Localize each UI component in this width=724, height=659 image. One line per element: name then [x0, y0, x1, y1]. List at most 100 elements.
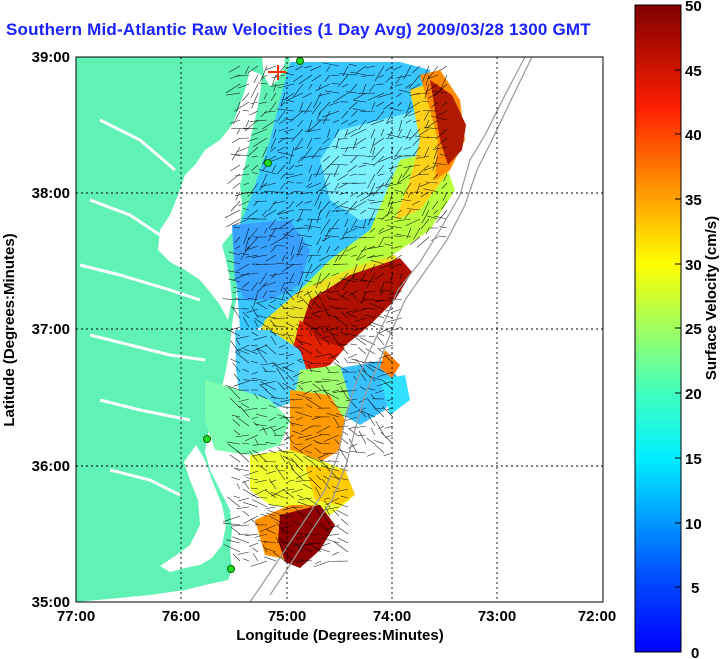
- velocity-arrow: [423, 110, 430, 121]
- velocity-arrow: [241, 402, 250, 409]
- velocity-arrow: [421, 100, 430, 103]
- velocity-arrow: [239, 252, 250, 256]
- velocity-arrow: [305, 398, 322, 409]
- velocity-arrow: [280, 398, 295, 403]
- velocity-arrow: [236, 101, 241, 112]
- velocity-arrow: [341, 227, 349, 240]
- velocity-arrow: [243, 470, 259, 477]
- velocity-arrow: [348, 428, 358, 436]
- velocity-arrow: [266, 506, 277, 509]
- velocity-arrow: [423, 164, 439, 171]
- velocity-arrow: [236, 146, 250, 153]
- velocity-arrow: [263, 370, 277, 373]
- velocity-arrow: [398, 89, 412, 94]
- velocity-arrow: [405, 218, 421, 227]
- velocity-arrow: [282, 233, 295, 238]
- velocity-arrow: [270, 146, 277, 152]
- velocity-arrow: [233, 286, 250, 292]
- velocity-arrow: [336, 425, 349, 428]
- velocity-arrow: [339, 191, 349, 195]
- velocity-arrow: [295, 543, 304, 553]
- velocity-arrow: [326, 245, 331, 254]
- velocity-arrow: [372, 137, 385, 147]
- velocity-arrow: [223, 522, 241, 526]
- velocity-arrow: [387, 398, 394, 402]
- velocity-arrow: [330, 254, 349, 256]
- velocity-arrow: [348, 155, 367, 157]
- velocity-arrow: [299, 295, 313, 310]
- velocity-arrow: [267, 510, 286, 517]
- velocity-arrow: [311, 313, 322, 319]
- velocity-arrow: [247, 182, 259, 198]
- velocity-arrow: [316, 425, 331, 434]
- velocity-arrow: [368, 335, 376, 338]
- velocity-arrow: [353, 92, 367, 101]
- velocity-arrow: [329, 298, 340, 301]
- velocity-arrow: [318, 92, 331, 97]
- velocity-arrow: [311, 146, 322, 159]
- velocity-arrow: [254, 317, 268, 328]
- velocity-arrow: [332, 509, 340, 517]
- velocity-arrow: [258, 394, 268, 400]
- velocity-arrow: [435, 128, 448, 140]
- velocity-arrow: [413, 119, 421, 123]
- velocity-arrow: [337, 293, 349, 301]
- velocity-arrow: [322, 173, 331, 189]
- velocity-arrow: [326, 412, 340, 418]
- velocity-arrow: [304, 279, 313, 283]
- velocity-arrow: [418, 128, 430, 136]
- velocity-arrow: [227, 496, 241, 508]
- velocity-arrow: [320, 218, 331, 234]
- velocity-arrow: [334, 245, 340, 252]
- velocity-arrow: [245, 119, 250, 128]
- velocity-arrow: [322, 452, 340, 455]
- velocity-arrow: [425, 83, 439, 93]
- velocity-arrow: [297, 234, 313, 238]
- radar-site-marker: [203, 435, 211, 443]
- velocity-arrow: [283, 415, 295, 427]
- velocity-arrow: [372, 182, 385, 197]
- velocity-arrow: [324, 497, 331, 500]
- velocity-arrow: [242, 510, 250, 517]
- velocity-arrow: [259, 384, 268, 391]
- velocity-arrow: [223, 544, 241, 553]
- velocity-arrow: [299, 191, 313, 195]
- velocity-arrow: [352, 263, 358, 277]
- velocity-arrow: [383, 101, 394, 110]
- velocity-arrow: [292, 306, 304, 310]
- velocity-arrow: [260, 524, 277, 532]
- velocity-arrow: [361, 74, 376, 77]
- velocity-arrow: [287, 281, 295, 284]
- velocity-arrow: [325, 209, 331, 219]
- velocity-arrow: [282, 290, 286, 300]
- velocity-arrow: [259, 272, 268, 285]
- velocity-arrow: [432, 173, 439, 180]
- velocity-arrow: [346, 128, 358, 136]
- velocity-arrow: [362, 218, 367, 229]
- velocity-arrow: [345, 245, 358, 252]
- velocity-arrow: [382, 380, 394, 391]
- velocity-arrow: [381, 406, 394, 418]
- velocity-arrow: [268, 478, 277, 490]
- velocity-arrow: [269, 479, 277, 483]
- velocity-arrow: [349, 407, 367, 415]
- velocity-arrow: [279, 217, 286, 220]
- velocity-arrow: [296, 416, 304, 421]
- velocity-arrow: [349, 155, 358, 164]
- velocity-arrow: [288, 200, 295, 209]
- velocity-arrow: [323, 500, 331, 508]
- velocity-arrow: [340, 437, 349, 445]
- velocity-arrow: [348, 101, 358, 110]
- velocity-arrow: [290, 128, 304, 142]
- velocity-arrow: [230, 200, 241, 212]
- velocity-arrow: [264, 541, 277, 544]
- velocity-arrow: [367, 199, 376, 202]
- velocity-arrow: [348, 63, 358, 67]
- velocity-arrow: [296, 245, 304, 257]
- velocity-arrow: [385, 317, 403, 323]
- velocity-arrow: [322, 110, 331, 125]
- velocity-arrow: [235, 351, 250, 364]
- velocity-arrow: [282, 366, 295, 373]
- velocity-arrow: [237, 349, 250, 355]
- velocity-arrow: [430, 115, 448, 121]
